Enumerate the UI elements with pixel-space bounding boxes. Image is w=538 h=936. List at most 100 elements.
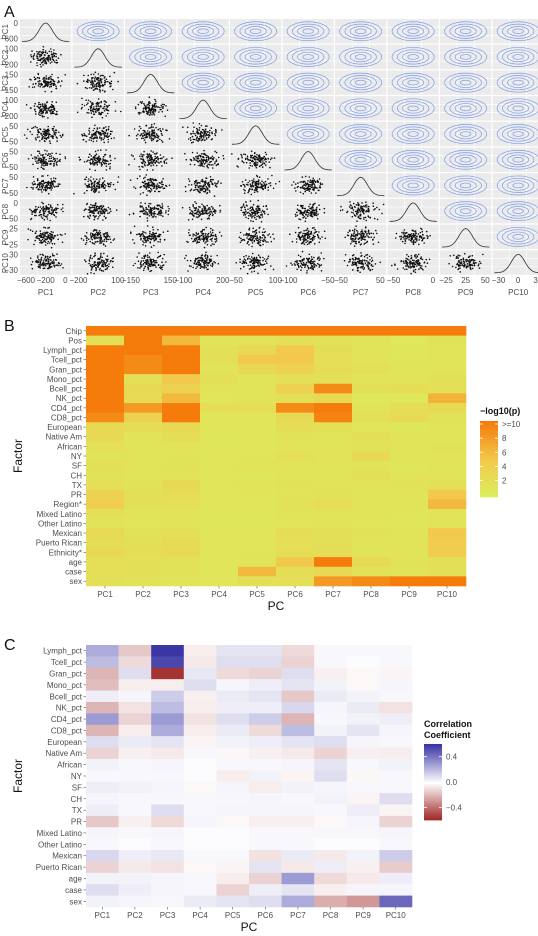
density-contour — [454, 26, 477, 37]
heatmap-cell — [276, 489, 315, 500]
heatmap-cell — [200, 566, 239, 577]
scatter-points — [25, 101, 58, 119]
heatmap-cell — [238, 374, 277, 385]
heatmap-cell — [162, 393, 201, 404]
row-label: SF — [72, 783, 82, 792]
density-contour — [407, 131, 419, 137]
density-contour — [344, 75, 377, 91]
row-label: sex — [70, 897, 82, 906]
scatter-points — [395, 227, 431, 246]
pairs-cell-r6-c7 — [335, 147, 387, 172]
heatmap-cell — [346, 895, 380, 908]
heatmap-cell — [352, 518, 391, 529]
heatmap-cell — [390, 470, 429, 481]
heatmap-cell — [276, 557, 315, 568]
density-contour — [454, 51, 477, 63]
pairs-cell-r4-c2 — [72, 96, 124, 121]
pairs-cell-r1-c1 — [20, 19, 72, 44]
density-contour — [186, 23, 220, 39]
density-contour — [339, 124, 383, 144]
heatmap-cell — [352, 364, 391, 375]
density-contour — [507, 154, 530, 165]
heatmap-cell — [281, 895, 315, 908]
heatmap-cell — [162, 364, 201, 375]
row-label: PC7 — [1, 178, 10, 194]
pairs-cell-r10-c3 — [125, 250, 177, 275]
heatmap-cell — [346, 827, 380, 839]
column-label: PC7 — [325, 590, 341, 599]
row-label: case — [65, 886, 82, 895]
heatmap-cell — [314, 690, 348, 703]
density-contour — [507, 103, 530, 114]
x-tick-label: 150 — [164, 276, 178, 285]
heatmap-cell — [86, 895, 119, 908]
pairs-cell-r3-c3 — [125, 70, 177, 95]
row-label: Mono_pct — [47, 681, 83, 690]
pairs-cell-r2-c5 — [230, 44, 282, 70]
density-contour — [239, 23, 272, 39]
density-contour — [402, 51, 425, 63]
heatmap-cell — [216, 793, 250, 805]
column-label: PC3 — [173, 590, 189, 599]
heatmap-cell — [118, 884, 152, 896]
heatmap-cell — [314, 838, 348, 851]
heatmap-cell — [428, 547, 467, 558]
x-tick-label: −50 — [334, 276, 348, 285]
heatmap-cell — [86, 815, 119, 828]
heatmap-cell — [314, 701, 348, 714]
heatmap-cell — [86, 736, 119, 748]
heatmap-cell — [379, 895, 413, 908]
heatmap-cell — [314, 345, 353, 356]
heatmap-cell — [86, 884, 119, 896]
heatmap-cell — [151, 838, 185, 851]
pairs-cell-r2-c6 — [282, 44, 334, 70]
heatmap-cell — [352, 326, 391, 336]
heatmap-cell — [151, 770, 185, 782]
heatmap-cell — [379, 747, 413, 760]
column-label: PC4 — [211, 590, 227, 599]
heatmap-cell — [124, 345, 163, 356]
heatmap-cell — [118, 679, 152, 691]
scatter-points — [448, 252, 484, 273]
legend-label: >=10 — [502, 420, 521, 429]
heatmap-cell — [379, 781, 413, 794]
heatmap-cell — [151, 861, 185, 874]
heatmap-cell — [249, 804, 282, 817]
row-label: TX — [72, 481, 83, 490]
row-label: NK_pct — [56, 394, 83, 403]
pairs-cell-r5-c2 — [72, 121, 124, 147]
heatmap-cell — [200, 489, 239, 500]
heatmap-cell — [379, 872, 413, 885]
row-label: PC4 — [1, 101, 10, 117]
heatmap-cell — [86, 335, 125, 346]
column-label: PC6 — [300, 288, 316, 297]
heatmap-cell — [314, 422, 353, 433]
y-tick-label: 50 — [9, 148, 18, 157]
heatmap-cell — [276, 422, 315, 433]
heatmap-cell — [428, 335, 467, 346]
heatmap-cell — [151, 850, 185, 862]
pairs-cell-r9-c2 — [72, 224, 124, 250]
density-contour — [302, 131, 314, 137]
heatmap-cell — [390, 393, 429, 404]
legend-label: 0.4 — [446, 753, 458, 762]
scatter-points — [294, 202, 326, 223]
heatmap-cell — [281, 827, 315, 839]
heatmap-cell — [183, 804, 217, 817]
column-label: PC2 — [135, 590, 151, 599]
heatmap-cell — [216, 736, 250, 748]
density-contour — [239, 49, 272, 65]
heatmap-cell — [86, 412, 125, 423]
heatmap-cell — [390, 576, 429, 587]
heatmap-cell — [124, 537, 163, 548]
heatmap-cell — [314, 736, 348, 748]
heatmap-cell — [314, 645, 348, 657]
heatmap-cell — [118, 690, 152, 703]
row-label: Ethnicity* — [49, 548, 82, 557]
heatmap-cell — [249, 679, 282, 691]
column-label: PC9 — [401, 590, 417, 599]
heatmap-cell — [162, 470, 201, 481]
heatmap-cell — [379, 667, 413, 680]
density-curve — [231, 125, 280, 145]
x-tick-label: 0 — [431, 276, 436, 285]
